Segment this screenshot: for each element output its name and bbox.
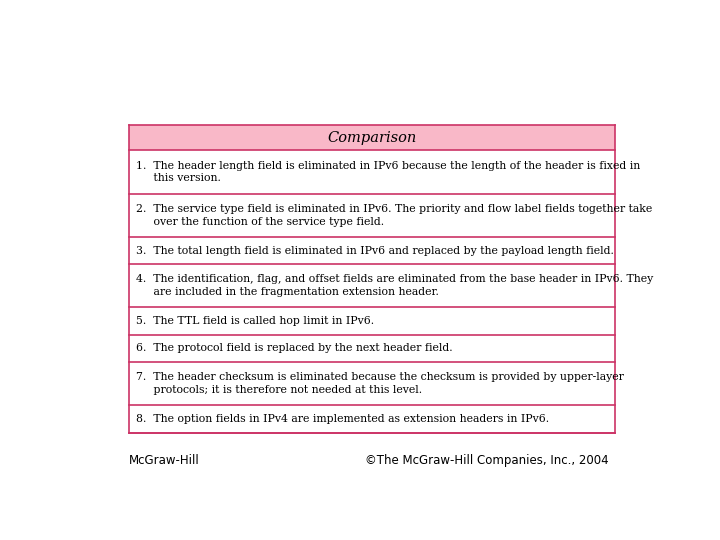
Text: 3.  The total length field is eliminated in IPv6 and replaced by the payload len: 3. The total length field is eliminated … <box>136 246 613 255</box>
Bar <box>129 335 615 362</box>
Bar <box>129 193 615 237</box>
Bar <box>129 237 615 264</box>
Bar <box>129 264 615 307</box>
Bar <box>129 362 615 406</box>
Text: 5.  The TTL field is called hop limit in IPv6.: 5. The TTL field is called hop limit in … <box>136 316 374 326</box>
Text: 2.  The service type field is eliminated in IPv6. The priority and flow label fi: 2. The service type field is eliminated … <box>136 204 652 227</box>
Text: 8.  The option fields in IPv4 are implemented as extension headers in IPv6.: 8. The option fields in IPv4 are impleme… <box>136 414 549 424</box>
Bar <box>129 125 615 150</box>
Text: 1.  The header length field is eliminated in IPv6 because the length of the head: 1. The header length field is eliminated… <box>136 160 640 184</box>
Bar <box>129 406 615 433</box>
Text: ©The McGraw-Hill Companies, Inc., 2004: ©The McGraw-Hill Companies, Inc., 2004 <box>365 454 609 467</box>
Text: McGraw-Hill: McGraw-Hill <box>129 454 200 467</box>
Bar <box>129 307 615 335</box>
Text: Comparison: Comparison <box>327 131 416 145</box>
Text: 4.  The identification, flag, and offset fields are eliminated from the base hea: 4. The identification, flag, and offset … <box>136 274 653 297</box>
Text: 6.  The protocol field is replaced by the next header field.: 6. The protocol field is replaced by the… <box>136 343 452 354</box>
Bar <box>129 150 615 193</box>
Text: 7.  The header checksum is eliminated because the checksum is provided by upper-: 7. The header checksum is eliminated bec… <box>136 373 624 395</box>
